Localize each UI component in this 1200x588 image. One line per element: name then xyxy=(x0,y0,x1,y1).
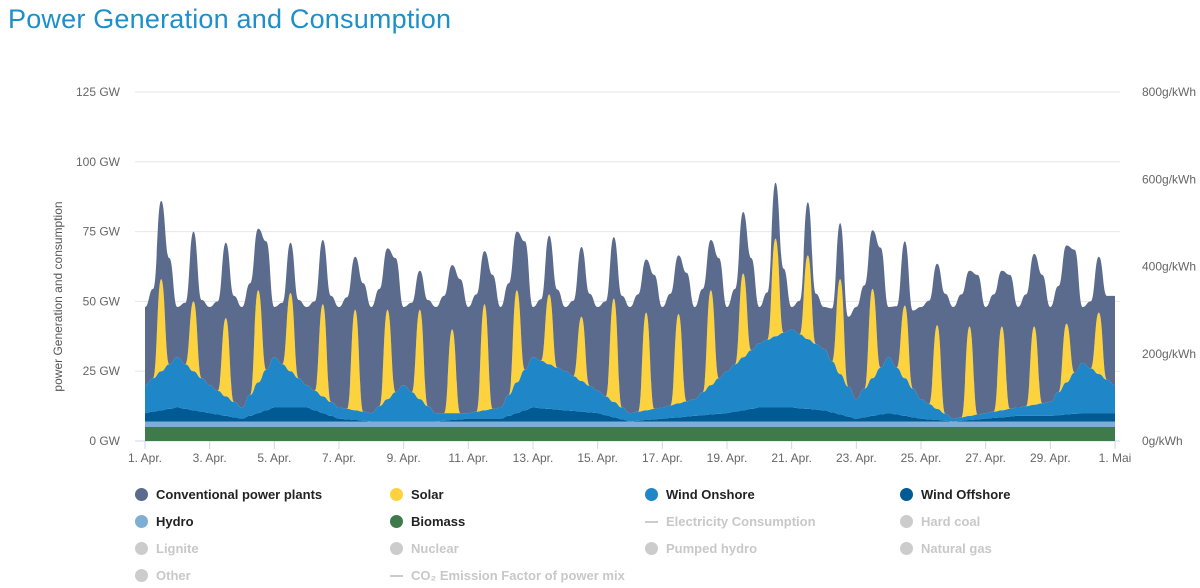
circle-marker-icon xyxy=(900,515,913,528)
x-tick-label: 17. Apr. xyxy=(642,451,683,465)
y-tick-label: 50 GW xyxy=(83,294,121,308)
y-axis-title: power Generation and consumption xyxy=(51,201,65,391)
line-marker-icon xyxy=(645,520,658,523)
circle-marker-icon xyxy=(135,569,148,582)
legend-label: Hard coal xyxy=(921,514,981,529)
area-wind-offshore xyxy=(145,407,1115,422)
circle-marker-icon xyxy=(645,488,658,501)
legend-label: Electricity Consumption xyxy=(666,514,816,529)
x-tick-label: 1. Mai xyxy=(1099,451,1132,465)
legend-item-lignite[interactable]: Lignite xyxy=(135,541,199,556)
legend-item-solar[interactable]: Solar xyxy=(390,487,444,502)
x-tick-label: 5. Apr. xyxy=(257,451,291,465)
x-tick-label: 21. Apr. xyxy=(771,451,812,465)
legend-item-natural-gas[interactable]: Natural gas xyxy=(900,541,992,556)
x-tick-label: 25. Apr. xyxy=(901,451,942,465)
legend-label: Biomass xyxy=(411,514,466,529)
legend-label: Nuclear xyxy=(411,541,459,556)
x-tick-label: 19. Apr. xyxy=(707,451,748,465)
circle-marker-icon xyxy=(390,488,403,501)
y2-tick-label: 800g/kWh xyxy=(1142,85,1196,99)
circle-marker-icon xyxy=(900,488,913,501)
circle-marker-icon xyxy=(135,488,148,501)
x-tick-label: 1. Apr. xyxy=(128,451,162,465)
y-tick-label: 0 GW xyxy=(89,434,120,448)
x-tick-label: 23. Apr. xyxy=(836,451,877,465)
y2-tick-label: 0g/kWh xyxy=(1142,434,1183,448)
circle-marker-icon xyxy=(645,542,658,555)
x-tick-label: 15. Apr. xyxy=(577,451,618,465)
y-tick-label: 100 GW xyxy=(76,155,121,169)
y2-tick-label: 400g/kWh xyxy=(1142,260,1196,274)
legend-label: Conventional power plants xyxy=(156,487,323,502)
circle-marker-icon xyxy=(135,542,148,555)
circle-marker-icon xyxy=(390,515,403,528)
area-hydro xyxy=(145,421,1115,428)
legend-label: Solar xyxy=(411,487,444,502)
x-tick-label: 3. Apr. xyxy=(193,451,227,465)
x-tick-label: 27. Apr. xyxy=(965,451,1006,465)
legend-item-wind-onshore[interactable]: Wind Onshore xyxy=(645,487,755,502)
legend-label: Pumped hydro xyxy=(666,541,758,556)
legend-item-hard-coal[interactable]: Hard coal xyxy=(900,514,980,529)
y-tick-label: 75 GW xyxy=(83,225,121,239)
legend-label: Lignite xyxy=(156,541,199,556)
legend-item-conventional-power-plants[interactable]: Conventional power plants xyxy=(135,487,322,502)
legend-item-other[interactable]: Other xyxy=(135,568,191,583)
line-marker-icon xyxy=(390,574,403,577)
chart-title: Power Generation and Consumption xyxy=(8,4,452,34)
legend-item-pumped-hydro[interactable]: Pumped hydro xyxy=(645,541,757,556)
x-tick-label: 11. Apr. xyxy=(448,451,488,465)
y2-tick-label: 600g/kWh xyxy=(1142,172,1196,186)
legend-label: Hydro xyxy=(156,514,194,529)
legend-item-hydro[interactable]: Hydro xyxy=(135,514,194,529)
legend-label: CO₂ Emission Factor of power mix xyxy=(411,568,625,583)
legend-label: Wind Offshore xyxy=(921,487,1011,502)
legend-label: Wind Onshore xyxy=(666,487,755,502)
x-tick-label: 29. Apr. xyxy=(1030,451,1071,465)
circle-marker-icon xyxy=(135,515,148,528)
area-conventional-power-plants xyxy=(145,182,1115,419)
legend-item-co-emission-factor-of-power-mix[interactable]: CO₂ Emission Factor of power mix xyxy=(390,568,625,583)
area-solar xyxy=(145,238,1115,419)
x-tick-label: 13. Apr. xyxy=(513,451,554,465)
area-wind-onshore xyxy=(145,329,1115,422)
legend-item-nuclear[interactable]: Nuclear xyxy=(390,541,459,556)
legend-item-electricity-consumption[interactable]: Electricity Consumption xyxy=(645,514,816,529)
circle-marker-icon xyxy=(900,542,913,555)
legend-label: Other xyxy=(156,568,191,583)
y-tick-label: 25 GW xyxy=(83,364,121,378)
legend-item-biomass[interactable]: Biomass xyxy=(390,514,465,529)
legend-item-wind-offshore[interactable]: Wind Offshore xyxy=(900,487,1010,502)
y-tick-label: 125 GW xyxy=(76,85,121,99)
circle-marker-icon xyxy=(390,542,403,555)
x-tick-label: 9. Apr. xyxy=(387,451,421,465)
y2-tick-label: 200g/kWh xyxy=(1142,347,1196,361)
area-biomass xyxy=(145,427,1115,441)
legend-label: Natural gas xyxy=(921,541,992,556)
x-tick-label: 7. Apr. xyxy=(322,451,356,465)
